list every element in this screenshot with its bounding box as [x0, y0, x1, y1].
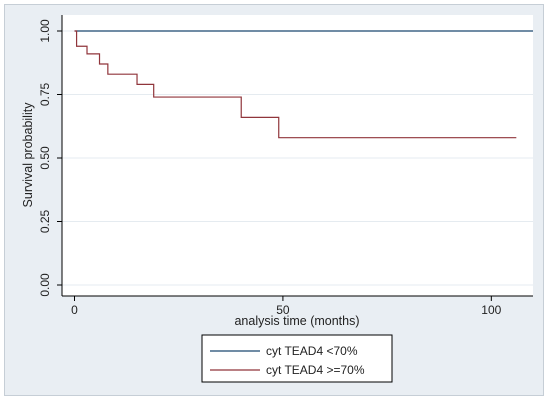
plot-area: [62, 15, 533, 296]
legend-label-series-2: cyt TEAD4 >=70%: [266, 363, 365, 377]
y-axis-title: Survival probability: [21, 102, 35, 208]
series-lines: [74, 30, 533, 139]
axes: [61, 15, 533, 297]
legend-label-series-1: cyt TEAD4 <70%: [266, 344, 358, 358]
y-tick-label-0: 0.00: [38, 273, 52, 297]
y-tick-label-2: 0.50: [38, 146, 52, 170]
legend-box: [201, 334, 393, 383]
y-tick-label-4: 1.00: [38, 19, 52, 43]
series-line-2: [74, 30, 517, 139]
chart-frame: 0.00 0.25 0.50 0.75 1.00 0 50 100 Survival pro…: [4, 4, 544, 396]
legend: cyt TEAD4 <70% cyt TEAD4 >=70%: [201, 334, 393, 383]
x-ticks: 0 50 100: [71, 296, 502, 317]
x-tick-label-1: 50: [276, 303, 290, 317]
x-tick-label-2: 100: [481, 303, 501, 317]
x-tick-label-0: 0: [71, 303, 78, 317]
survival-chart: 0.00 0.25 0.50 0.75 1.00 0 50 100 Survival pro…: [21, 15, 533, 383]
y-tick-label-1: 0.25: [38, 209, 52, 233]
y-ticks: 0.00 0.25 0.50 0.75 1.00: [38, 19, 62, 297]
x-axis-title: analysis time (months): [234, 314, 359, 328]
y-tick-label-3: 0.75: [38, 82, 52, 106]
